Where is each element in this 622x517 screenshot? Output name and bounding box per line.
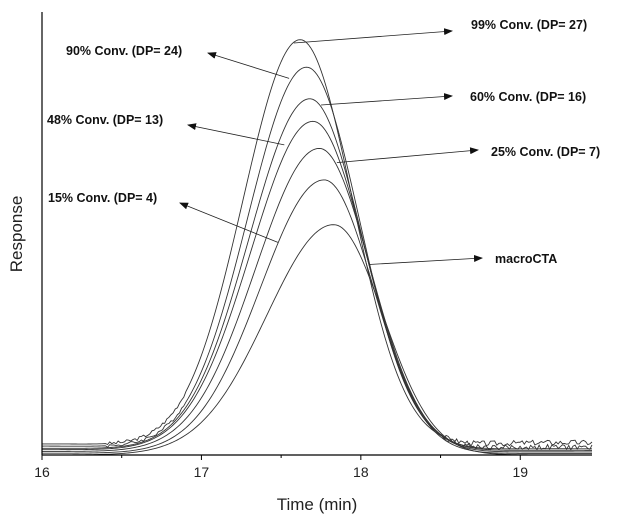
x-tick-label: 16 [34,464,50,480]
series-line [41,39,593,447]
series-line [41,66,593,451]
annotation-label: 15% Conv. (DP= 4) [48,191,157,205]
annotation-label: macroCTA [495,252,557,266]
annotation-label: 60% Conv. (DP= 16) [470,90,586,104]
annotation-label: 90% Conv. (DP= 24) [66,44,182,58]
x-axis-title: Time (min) [277,495,358,514]
series-line [42,120,593,451]
x-ticks: 16 17 18 19 [34,455,528,480]
series-line [42,147,593,453]
annotation-arrow [179,202,279,243]
annotation-arrow [336,147,479,163]
annotation-arrow [207,52,290,79]
y-axis-title: Response [7,196,26,273]
annotation-arrows [179,28,483,265]
annotation-arrow [368,254,483,265]
annotation-labels: 99% Conv. (DP= 27) 90% Conv. (DP= 24) 60% … [47,18,600,266]
series-line [42,224,592,456]
series-line [42,179,593,454]
series-line [42,98,593,450]
annotation-label: 48% Conv. (DP= 13) [47,113,163,127]
annotation-label: 25% Conv. (DP= 7) [491,145,600,159]
annotation-arrow [187,123,285,146]
curves-layer [41,39,593,456]
annotation-label: 99% Conv. (DP= 27) [471,18,587,32]
axes [41,12,592,456]
annotation-arrow [320,93,453,106]
x-tick-label: 19 [512,464,528,480]
x-tick-label: 17 [194,464,210,480]
annotation-arrow [293,28,453,44]
x-tick-label: 18 [353,464,369,480]
